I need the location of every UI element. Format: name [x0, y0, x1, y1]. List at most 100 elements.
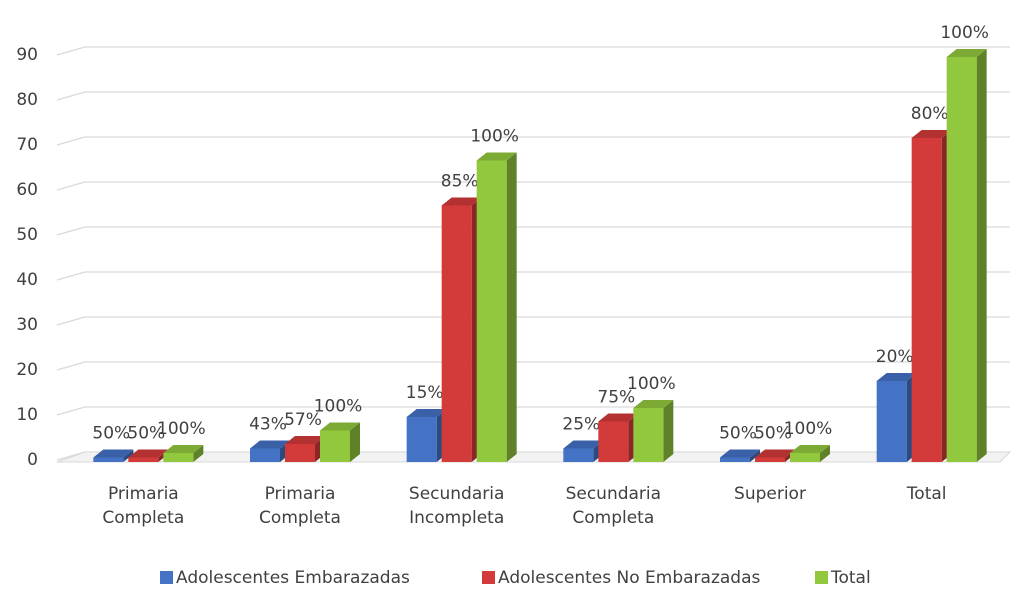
bar-front — [876, 381, 907, 462]
bar — [563, 440, 604, 462]
bar — [876, 373, 917, 462]
bar-top — [441, 197, 482, 206]
x-tick-label: Superior — [734, 484, 806, 504]
data-label: 50% — [127, 424, 165, 444]
x-tick-label: Primaria Completa — [102, 484, 185, 528]
bar-top — [320, 422, 360, 431]
data-label: 80% — [911, 104, 949, 124]
bar-front — [790, 453, 820, 462]
y-tick-label: 0 — [27, 450, 38, 470]
y-tick-label: 90 — [16, 45, 38, 65]
bar — [633, 400, 674, 462]
bar-front — [406, 417, 437, 462]
legend-label: Total — [830, 568, 871, 588]
data-label: 100% — [157, 419, 206, 439]
bar-front — [93, 457, 124, 462]
legend-swatch — [815, 571, 828, 584]
legend-swatch — [160, 571, 173, 584]
x-tick-label: Total — [906, 484, 947, 504]
bar-front — [476, 160, 507, 462]
bar-top — [128, 449, 169, 458]
grid-line-side — [56, 136, 86, 146]
bar — [790, 445, 830, 462]
data-label: 50% — [719, 424, 757, 444]
x-tick-label: Secundaria Completa — [565, 484, 662, 528]
bar — [285, 436, 325, 462]
bar-front — [911, 138, 942, 462]
bar — [911, 130, 952, 462]
bar-front — [563, 448, 594, 462]
bar-side — [193, 445, 204, 462]
bar-top — [911, 130, 952, 138]
y-tick-label: 60 — [16, 180, 38, 200]
x-tick-label: Primaria Completa — [259, 484, 341, 528]
bar-side — [750, 449, 760, 462]
bar-front — [128, 457, 159, 462]
x-tick-label: Secundaria Incompleta — [408, 484, 505, 528]
data-label: 50% — [754, 424, 792, 444]
bar-top — [285, 436, 325, 444]
bar — [93, 449, 134, 462]
grid-line-side — [56, 271, 86, 281]
bar-top — [755, 449, 795, 458]
bar — [320, 422, 360, 462]
legend-label: Adolescentes No Embarazadas — [498, 568, 761, 588]
data-label: 43% — [249, 415, 287, 435]
bar-top — [598, 413, 639, 422]
data-label: 75% — [597, 388, 635, 408]
bar-side — [350, 422, 360, 462]
bar-top — [720, 449, 760, 458]
y-tick-label: 40 — [16, 270, 38, 290]
bar-side — [820, 445, 830, 462]
bar-front — [441, 205, 472, 462]
data-label: 15% — [406, 383, 444, 403]
data-label: 57% — [284, 410, 322, 430]
bar-top — [476, 152, 517, 161]
grid-line-side — [56, 181, 86, 191]
bar-side — [976, 49, 987, 462]
bar-front — [163, 453, 194, 462]
bar-top — [946, 49, 987, 57]
grid-line-side — [56, 316, 86, 326]
y-tick-label: 50 — [16, 225, 38, 245]
data-label: 100% — [940, 23, 989, 43]
data-label: 25% — [562, 415, 600, 435]
bar-top — [876, 373, 917, 381]
bar-front — [320, 430, 350, 462]
bar — [720, 449, 760, 462]
bar-front — [720, 457, 750, 462]
bar-side — [663, 400, 674, 462]
bar-front — [598, 421, 629, 462]
bar-top — [633, 400, 674, 408]
bar — [441, 197, 482, 462]
bar-front — [285, 444, 315, 462]
legend-swatch — [482, 571, 495, 584]
y-tick-label: 80 — [16, 90, 38, 110]
bar-front — [946, 57, 977, 462]
bar-front — [755, 457, 785, 462]
bar-top — [790, 445, 830, 453]
bar — [163, 445, 204, 462]
bar — [250, 440, 290, 462]
data-label: 100% — [627, 374, 676, 394]
bar-front — [250, 448, 280, 462]
y-tick-label: 70 — [16, 135, 38, 155]
bar-side — [506, 152, 517, 462]
grid-line-side — [56, 226, 86, 236]
data-label: 100% — [470, 127, 519, 147]
bar — [598, 413, 639, 462]
bar-top — [406, 409, 447, 417]
data-label: 100% — [784, 419, 833, 439]
y-tick-label: 30 — [16, 315, 38, 335]
y-tick-label: 20 — [16, 360, 38, 380]
grid-line-side — [56, 91, 86, 101]
grid-line-side — [56, 406, 86, 416]
bar-top — [250, 440, 290, 449]
bar-top — [563, 440, 604, 449]
data-label: 100% — [314, 397, 363, 417]
grid-line-side — [56, 361, 86, 371]
bar — [476, 152, 517, 462]
bar — [406, 409, 447, 462]
bar-top — [93, 449, 134, 458]
